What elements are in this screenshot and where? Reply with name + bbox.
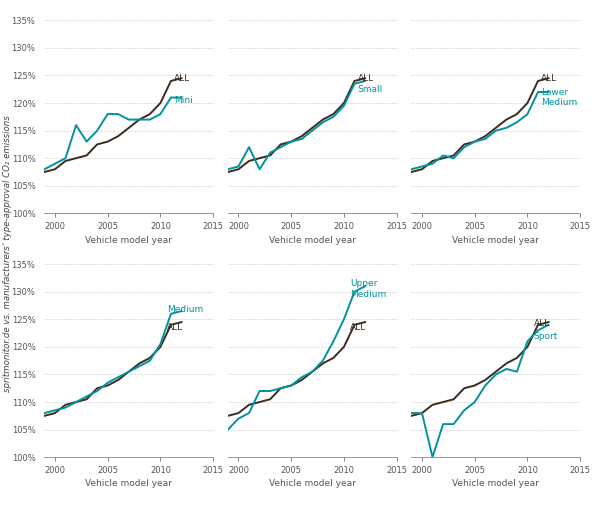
X-axis label: Vehicle model year: Vehicle model year (269, 480, 356, 488)
Text: Small: Small (358, 85, 383, 94)
Text: Lower
Medium: Lower Medium (541, 88, 577, 107)
Text: ALL: ALL (174, 74, 190, 83)
X-axis label: Vehicle model year: Vehicle model year (452, 480, 539, 488)
Text: ALL: ALL (541, 74, 557, 83)
Text: Mini: Mini (174, 96, 193, 105)
X-axis label: Vehicle model year: Vehicle model year (269, 236, 356, 244)
Text: spritmonitor.de vs. manufacturers’ type-approval CO₂ emissions: spritmonitor.de vs. manufacturers’ type-… (3, 116, 12, 392)
Text: ALL: ALL (358, 74, 374, 83)
Text: ALL: ALL (167, 323, 183, 332)
Text: Medium: Medium (167, 305, 203, 314)
X-axis label: Vehicle model year: Vehicle model year (85, 480, 172, 488)
Text: Sport: Sport (534, 332, 558, 341)
X-axis label: Vehicle model year: Vehicle model year (85, 236, 172, 244)
Text: Upper
Medium: Upper Medium (350, 279, 387, 299)
Text: ALL: ALL (350, 323, 366, 332)
Text: ALL: ALL (534, 319, 550, 328)
X-axis label: Vehicle model year: Vehicle model year (452, 236, 539, 244)
